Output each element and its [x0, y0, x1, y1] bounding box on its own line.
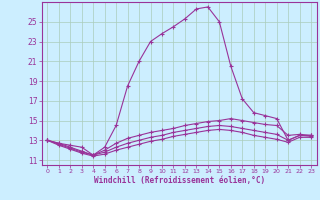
X-axis label: Windchill (Refroidissement éolien,°C): Windchill (Refroidissement éolien,°C) [94, 176, 265, 185]
